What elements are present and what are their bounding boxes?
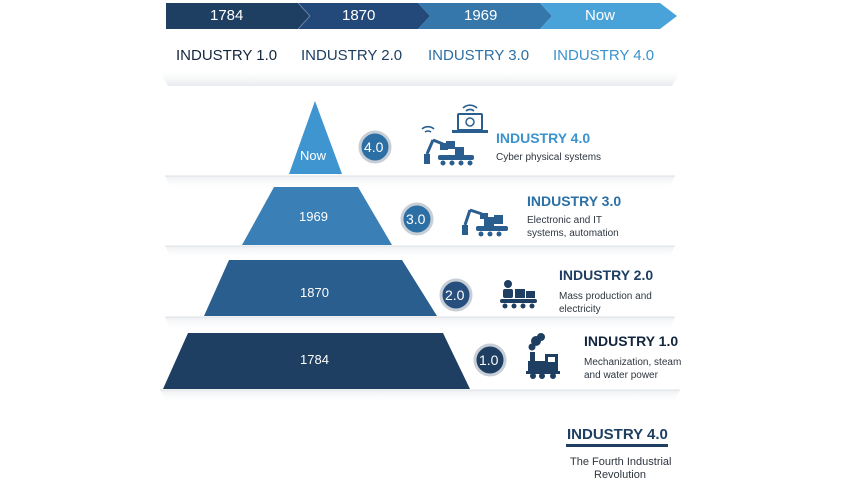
badge-2-circle (439, 278, 473, 312)
pyramid-tier-4 (289, 101, 342, 174)
timeline-segment-1969 (418, 3, 552, 29)
shelf-level-4 (165, 176, 675, 190)
shelf-level-3 (165, 246, 675, 260)
era-label-4: INDUSTRY 4.0 (553, 47, 655, 64)
robot-arm-wifi-laptop-icon (421, 104, 488, 166)
pyramid-tier-1 (163, 333, 470, 389)
timeline-segment-1784 (166, 3, 310, 29)
era-label-1: INDUSTRY 1.0 (176, 47, 278, 64)
badge-1-label: 1.0 (479, 352, 499, 368)
badge-3-circle (400, 202, 434, 236)
timeline-segment-1870 (298, 3, 430, 29)
industry-3-desc-line2: systems, automation (527, 228, 619, 239)
shelf-level-1 (160, 390, 680, 404)
footer-subtitle-line1: The Fourth Industrial (570, 456, 672, 468)
header-shelf (160, 72, 680, 86)
timeline-year-now: Now (585, 7, 616, 24)
timeline-segment-now (540, 3, 677, 29)
pyramid-year-1969: 1969 (299, 209, 328, 224)
era-label-3: INDUSTRY 3.0 (428, 47, 530, 64)
badge-4-label: 4.0 (364, 139, 384, 155)
badge-4-circle (358, 130, 392, 164)
era-label-2: INDUSTRY 2.0 (301, 47, 403, 64)
pyramid-tier-3 (242, 187, 392, 245)
timeline-year-1784: 1784 (210, 7, 244, 24)
timeline-year-1870: 1870 (342, 7, 376, 24)
industry-2-desc-line1: Mass production and (559, 291, 652, 302)
industry-4-desc-line1: Cyber physical systems (496, 152, 602, 163)
pyramid-year-1784: 1784 (300, 352, 329, 367)
pyramid-year-now: Now (300, 148, 327, 163)
shelves (160, 72, 680, 404)
industry-2-desc-line2: electricity (559, 304, 601, 315)
industry-4-title: INDUSTRY 4.0 (496, 130, 591, 146)
badge-2-label: 2.0 (445, 287, 465, 303)
pyramid-year-1870: 1870 (300, 285, 329, 300)
robot-arm-conveyor-icon (462, 208, 508, 237)
badges (358, 130, 507, 377)
footer-title: INDUSTRY 4.0 (567, 426, 668, 443)
worker-conveyor-icon (500, 280, 537, 309)
industry-1-title: INDUSTRY 1.0 (584, 333, 679, 349)
footer-subtitle-line2: Revolution (594, 469, 646, 481)
industry-2-title: INDUSTRY 2.0 (559, 267, 654, 283)
pyramid (163, 101, 470, 389)
industry-1-desc-line2: and water power (584, 370, 658, 381)
badge-1-circle (473, 343, 507, 377)
timeline-year-1969: 1969 (464, 7, 498, 24)
industry-3-title: INDUSTRY 3.0 (527, 193, 622, 209)
pyramid-tier-2 (204, 260, 437, 316)
shelf-level-2 (165, 317, 675, 332)
footer-underline (566, 444, 668, 447)
steam-locomotive-icon (526, 333, 560, 379)
industry-3-desc-line1: Electronic and IT (527, 215, 603, 226)
industry-1-desc-line1: Mechanization, steam (584, 357, 682, 368)
badge-3-label: 3.0 (406, 211, 426, 227)
timeline-arrow (166, 2, 677, 30)
